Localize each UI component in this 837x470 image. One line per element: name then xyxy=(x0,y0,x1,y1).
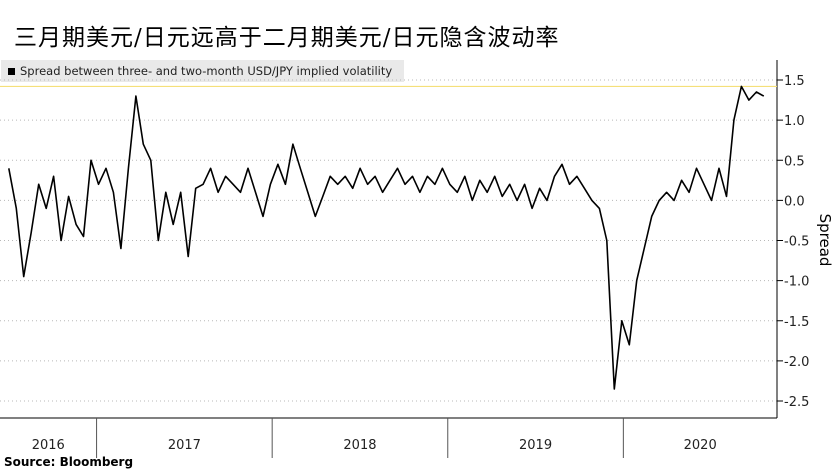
legend-swatch xyxy=(8,67,15,75)
y-tick-label: 0.5 xyxy=(784,154,805,169)
x-tick-label: 2018 xyxy=(343,438,376,453)
x-tick-label: 2019 xyxy=(519,438,552,453)
y-tick-label: 1.5 xyxy=(784,74,805,89)
x-tick-label: 2020 xyxy=(684,438,717,453)
y-tick-label: -2.5 xyxy=(784,395,809,410)
y-tick-label: -2.0 xyxy=(784,355,809,370)
x-tick-label: 2016 xyxy=(32,438,65,453)
y-axis-label: Spread xyxy=(816,214,834,267)
y-tick-label: 0.0 xyxy=(784,194,805,209)
legend: Spread between three- and two-month USD/… xyxy=(1,60,404,82)
series-line xyxy=(8,85,765,390)
y-tick-label: -1.5 xyxy=(784,315,809,330)
y-tick-label: -0.5 xyxy=(784,235,809,250)
source-note: Source: Bloomberg xyxy=(4,455,134,469)
y-tick-label: -1.0 xyxy=(784,275,809,290)
x-tick-label: 2017 xyxy=(168,438,201,453)
chart-title: 三月期美元/日元远高于二月期美元/日元隐含波动率 xyxy=(14,25,560,51)
legend-label: Spread between three- and two-month USD/… xyxy=(20,64,393,78)
y-tick-label: 1.0 xyxy=(784,114,805,129)
